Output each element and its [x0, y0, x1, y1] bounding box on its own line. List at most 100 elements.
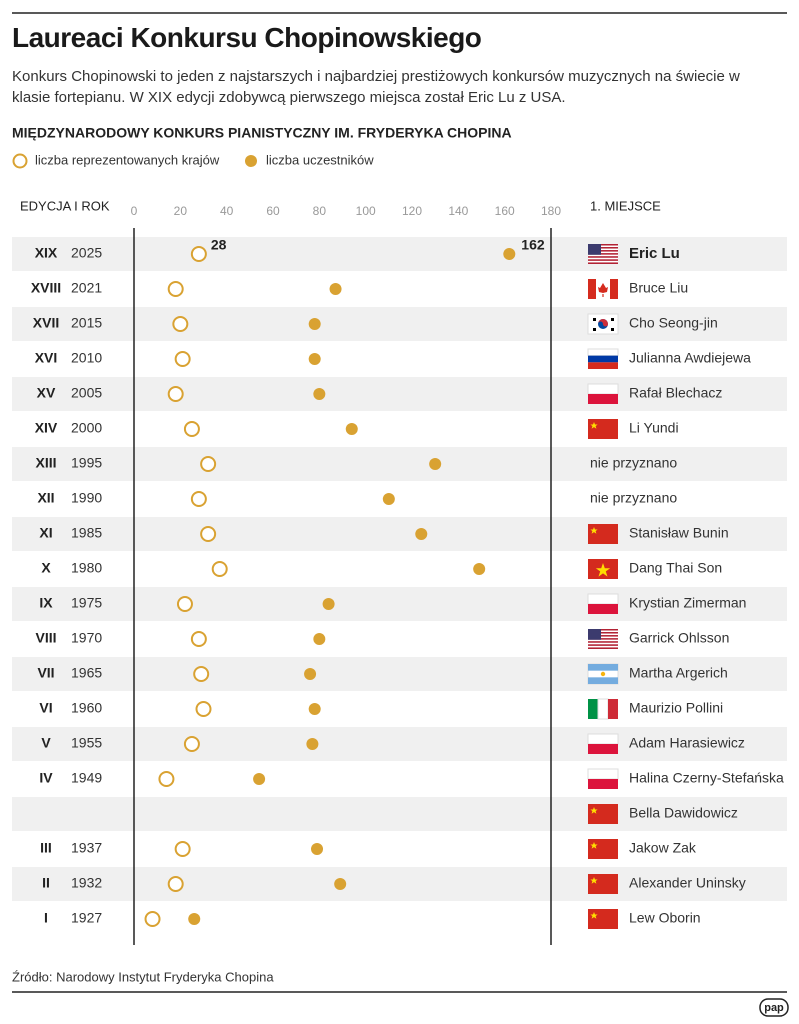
winner-name: Cho Seong-jin [629, 315, 718, 331]
participant-dot [345, 423, 358, 435]
flag-part [588, 248, 618, 251]
flag-part [590, 877, 598, 884]
flag-part [588, 677, 618, 684]
flag-part [588, 604, 618, 614]
participant-dot [313, 633, 326, 645]
flag-part [588, 247, 618, 249]
row-band [12, 727, 787, 761]
flag-part [587, 348, 619, 357]
row-band [12, 867, 787, 901]
flag-part [590, 842, 598, 849]
flag-part [588, 909, 618, 929]
edition-label: I [44, 910, 48, 926]
year-label: 1975 [71, 595, 102, 611]
flag [588, 419, 618, 439]
row-band [12, 797, 787, 831]
year-label: 1970 [71, 630, 102, 646]
x-tick-label: 180 [541, 204, 561, 218]
country-dot [176, 596, 193, 612]
flag [588, 839, 618, 859]
country-dot [158, 771, 175, 787]
flag-part [588, 355, 618, 363]
x-tick-label: 60 [266, 204, 280, 218]
subtitle: Konkurs Chopinowski to jeden z najstarsz… [12, 68, 740, 106]
country-dot [183, 421, 200, 437]
flag-part [588, 244, 618, 246]
flag-part [590, 422, 598, 429]
year-label: 1927 [71, 910, 102, 926]
flag-part [587, 593, 619, 605]
flag-part [588, 744, 618, 754]
flag [588, 559, 618, 579]
flag-part [600, 671, 606, 677]
winner-name: nie przyznano [590, 455, 677, 471]
edition-label: VIII [35, 630, 56, 646]
logo: pap [764, 1002, 784, 1014]
x-tick-label: 160 [495, 204, 515, 218]
flag-part [588, 647, 618, 649]
flag [588, 629, 618, 649]
flag-part [587, 768, 619, 780]
legend-label: liczba uczestników [266, 152, 374, 167]
flag-part [588, 629, 601, 640]
flag-part [588, 524, 618, 544]
edition-label: VI [39, 700, 52, 716]
flag-part [588, 874, 618, 894]
year-label: 1990 [71, 490, 102, 506]
country-dot [200, 456, 217, 472]
edition-label: XII [37, 490, 54, 506]
edition-label: XI [39, 525, 52, 541]
row-band [12, 587, 787, 621]
country-dot [190, 246, 207, 262]
flag-part [590, 807, 598, 814]
edition-label: X [41, 560, 51, 576]
flag-part [588, 644, 618, 646]
year-label: 1932 [71, 875, 102, 891]
flag-part [598, 283, 608, 297]
year-label: 1995 [71, 455, 102, 471]
flag-part [588, 362, 618, 369]
flag-part [590, 912, 598, 919]
edition-label: V [41, 735, 51, 751]
x-tick-label: 40 [220, 204, 234, 218]
flag-part [588, 635, 618, 637]
row-band [12, 447, 787, 481]
flag [587, 313, 619, 335]
winner-name: Julianna Awdiejewa [629, 350, 751, 366]
year-label: 1965 [71, 665, 102, 681]
edition-label: III [40, 840, 52, 856]
flag-part [588, 639, 618, 642]
row-band [12, 237, 787, 271]
year-label: 2005 [71, 385, 102, 401]
winner-name: Halina Czerny-Stefańska [629, 770, 784, 786]
winner-name: Bella Dawidowicz [629, 805, 738, 821]
edition-label: VII [37, 665, 54, 681]
edition-label: IX [39, 595, 53, 611]
winner-name: Rafał Blechacz [629, 385, 722, 401]
year-label: 2000 [71, 420, 102, 436]
participant-dot [415, 528, 428, 540]
participant-dot [308, 318, 321, 330]
country-dot [211, 561, 228, 577]
flag [588, 874, 618, 894]
flag-part [593, 318, 596, 321]
flag-part [588, 779, 618, 789]
flag-part [588, 251, 618, 254]
flag-part [588, 262, 618, 264]
winner-name: Adam Harasiewicz [629, 735, 745, 751]
country-dot [195, 701, 212, 717]
x-tick-label: 100 [356, 204, 376, 218]
country-dot [183, 736, 200, 752]
flag-part [588, 641, 618, 643]
year-label: 2010 [71, 350, 102, 366]
flag-part [588, 645, 618, 648]
flag [588, 279, 618, 299]
flag [587, 383, 619, 404]
country-dot [190, 631, 207, 647]
year-label: 1937 [71, 840, 102, 856]
flag-part [588, 256, 618, 258]
flag-part [588, 394, 618, 404]
winner-name: Jakow Zak [629, 840, 697, 856]
flag [587, 348, 619, 369]
